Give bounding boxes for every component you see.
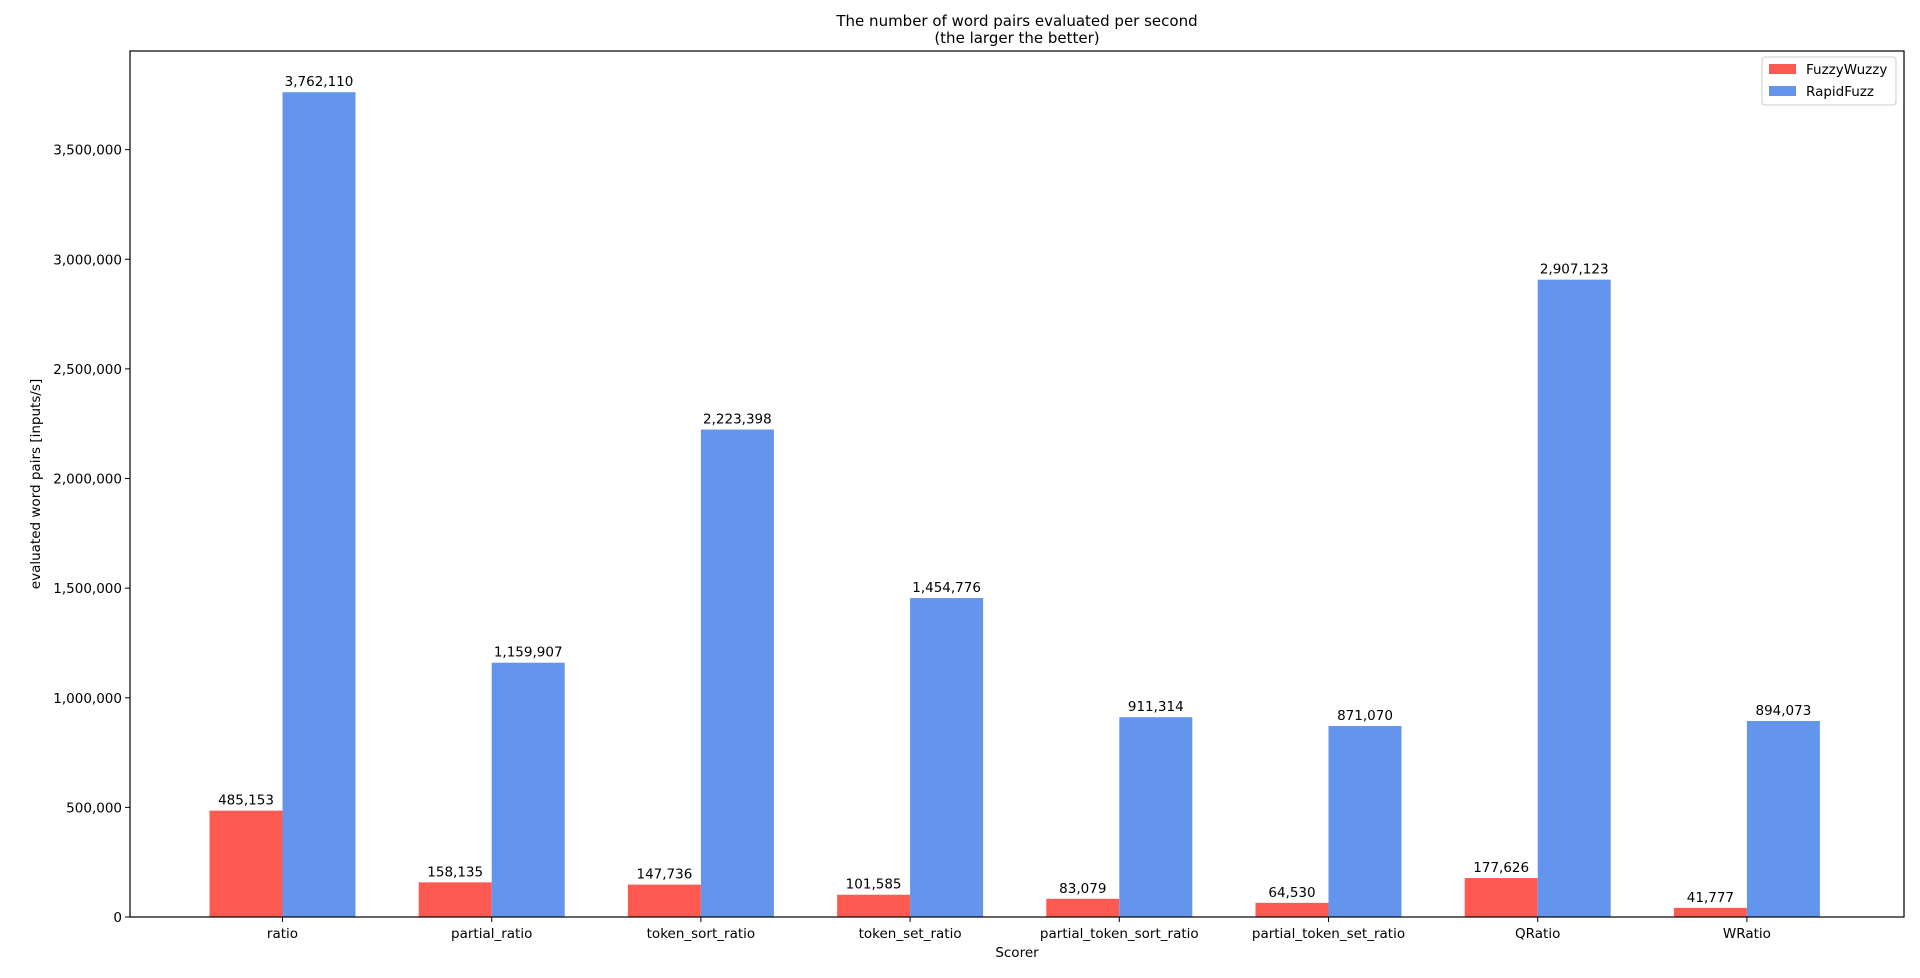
bar-rapidfuzz — [1328, 726, 1402, 917]
bar-value-label: 64,530 — [1268, 885, 1315, 901]
bar-fuzzywuzzy — [837, 894, 911, 917]
bar-value-label: 83,079 — [1059, 881, 1106, 897]
y-tick-label: 3,500,000 — [53, 143, 122, 159]
x-axis-label: Scorer — [995, 945, 1039, 961]
bar-value-label: 1,159,907 — [494, 645, 563, 661]
bar-value-label: 2,907,123 — [1540, 262, 1609, 278]
bar-fuzzywuzzy — [1255, 902, 1329, 917]
bar-value-label: 485,153 — [218, 793, 274, 809]
x-axis: ratio partial_ratio token_sort_ratio token_… — [267, 917, 1771, 942]
bar-value-label: 3,762,110 — [285, 74, 354, 90]
legend-swatch-fuzzywuzzy — [1769, 64, 1796, 74]
y-axis-label: evaluated word pairs [inputs/s] — [28, 379, 44, 589]
chart-subtitle: (the larger the better) — [934, 29, 1099, 47]
bar-rapidfuzz — [491, 662, 565, 917]
plot-frame — [129, 50, 1905, 918]
y-tick-label: 2,500,000 — [53, 362, 122, 378]
x-tick-label: partial_token_sort_ratio — [1040, 926, 1199, 942]
y-tick-label: 2,000,000 — [53, 472, 122, 488]
bar-value-label: 2,223,398 — [703, 412, 772, 428]
bar-rapidfuzz — [1746, 720, 1820, 917]
bar-fuzzywuzzy — [627, 884, 701, 917]
bar-value-label: 177,626 — [1473, 860, 1529, 876]
y-tick-label: 1,000,000 — [53, 691, 122, 707]
bar-rapidfuzz — [282, 92, 356, 917]
bar-value-label: 894,073 — [1755, 703, 1811, 719]
y-axis: 0 500,000 1,000,000 1,500,000 2,000,000 2,500… — [53, 143, 130, 926]
bar-rapidfuzz — [1119, 717, 1193, 917]
x-tick-label: token_sort_ratio — [647, 926, 756, 942]
x-tick-label: token_set_ratio — [859, 926, 962, 942]
bar-rapidfuzz — [910, 598, 984, 917]
bar-rapidfuzz — [1537, 279, 1611, 917]
bar-fuzzywuzzy — [418, 882, 492, 917]
bar-fuzzywuzzy — [1464, 878, 1538, 917]
chart-title: The number of word pairs evaluated per s… — [835, 12, 1197, 30]
legend: FuzzyWuzzy RapidFuzz — [1761, 56, 1897, 106]
x-tick-label: partial_ratio — [451, 926, 532, 942]
legend-label: RapidFuzz — [1806, 84, 1874, 100]
legend-label: FuzzyWuzzy — [1806, 62, 1887, 78]
y-tick-label: 3,000,000 — [53, 252, 122, 268]
y-tick-label: 500,000 — [66, 800, 122, 816]
bar-value-label: 158,135 — [427, 864, 483, 880]
bar-value-label: 911,314 — [1128, 699, 1184, 715]
x-tick-label: partial_token_set_ratio — [1252, 926, 1405, 942]
x-tick-label: WRatio — [1723, 926, 1771, 942]
bars-group: 485,153 3,762,110 158,135 1,159,907 147,736 2… — [209, 74, 1820, 917]
bar-value-label: 1,454,776 — [912, 580, 981, 596]
bar-fuzzywuzzy — [1673, 907, 1747, 917]
bar-value-label: 101,585 — [846, 877, 902, 893]
bar-fuzzywuzzy — [209, 810, 283, 917]
bar-fuzzywuzzy — [1046, 898, 1120, 917]
x-tick-label: QRatio — [1515, 926, 1560, 942]
y-tick-label: 0 — [113, 910, 122, 926]
bar-rapidfuzz — [700, 429, 774, 917]
x-tick-label: ratio — [267, 926, 298, 942]
bar-value-label: 41,777 — [1687, 890, 1734, 906]
bar-value-label: 871,070 — [1337, 708, 1393, 724]
legend-swatch-rapidfuzz — [1769, 86, 1796, 96]
y-tick-label: 1,500,000 — [53, 581, 122, 597]
bar-value-label: 147,736 — [636, 867, 692, 883]
